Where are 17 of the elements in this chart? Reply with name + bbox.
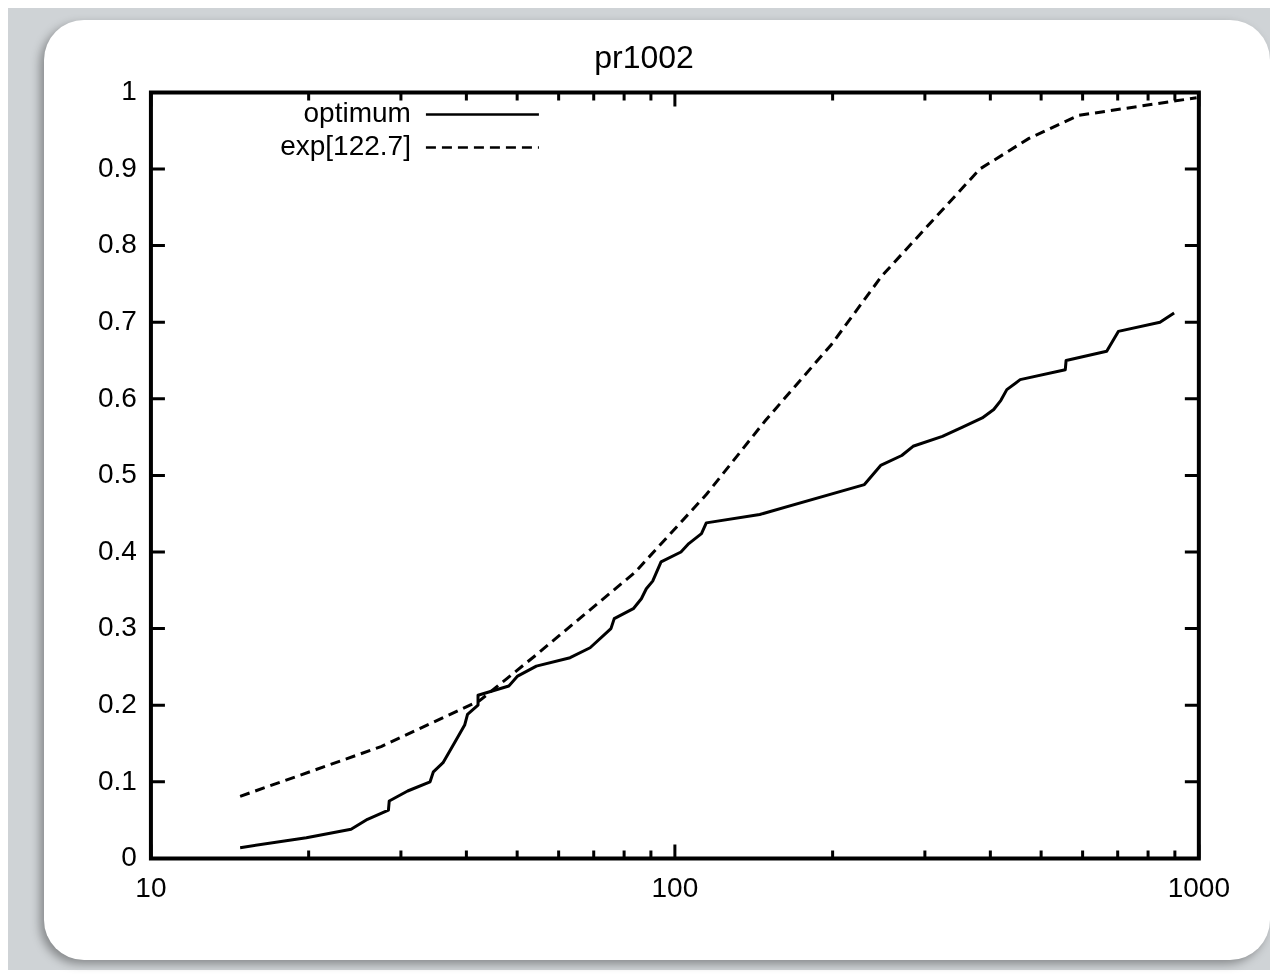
chart-title: pr1002 <box>594 39 694 76</box>
legend-label: optimum <box>303 97 411 129</box>
y-tick-label: 0 <box>121 841 137 873</box>
y-tick-label: 0.9 <box>97 151 137 183</box>
x-tick-label: 1000 <box>1167 871 1230 903</box>
x-tick-label: 10 <box>135 871 167 903</box>
y-tick-label: 0.4 <box>97 534 137 566</box>
y-tick-label: 0.2 <box>97 687 137 719</box>
y-tick-label: 0.7 <box>97 304 137 336</box>
y-tick-label: 0.8 <box>97 228 137 260</box>
y-tick-label: 0.1 <box>97 764 137 796</box>
y-tick-label: 0.6 <box>97 381 137 413</box>
y-tick-label: 0.5 <box>97 458 137 490</box>
legend-label: exp[122.7] <box>280 130 411 162</box>
y-tick-label: 1 <box>121 75 137 107</box>
y-tick-label: 0.3 <box>97 611 137 643</box>
x-tick-label: 100 <box>651 871 699 903</box>
